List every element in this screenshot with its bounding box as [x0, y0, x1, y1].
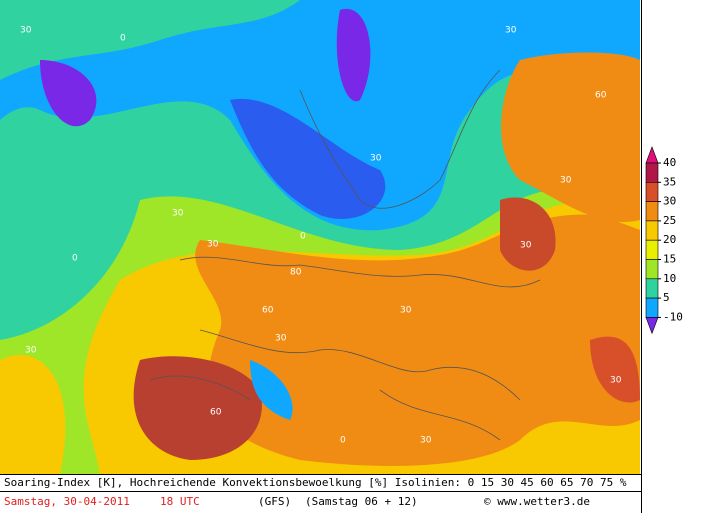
contour-label: 0 — [340, 436, 346, 446]
contour-label: 30 — [370, 154, 382, 164]
contour-label: 30 — [207, 240, 219, 250]
contour-label: 80 — [290, 268, 302, 278]
footer-credit: © www.wetter3.de — [484, 495, 590, 508]
contour-label: 0 — [72, 254, 78, 264]
colorbar-tick-label: 25 — [663, 214, 676, 227]
footer-model: (GFS) — [258, 495, 291, 508]
contour-label: 0 — [300, 232, 306, 242]
colorbar: 40 35 30 25 20 15 10 5 -10 — [645, 146, 683, 335]
contour-label: 30 — [20, 26, 32, 36]
contour-label: 30 — [400, 306, 412, 316]
contour-label: 60 — [210, 408, 222, 418]
contour-label: 30 — [275, 334, 287, 344]
contour-label: 30 — [610, 376, 622, 386]
colorbar-segment — [645, 162, 659, 183]
contour-label: 0 — [120, 34, 126, 44]
colorbar-tick-label: -10 — [663, 310, 683, 323]
footer-date: Samstag, 30-04-2011 — [4, 495, 130, 508]
map: 30 0 30 60 30 0 30 30 60 30 80 30 30 0 30 60 30 0 30 30 — [0, 0, 640, 474]
contour-label: 60 — [262, 306, 274, 316]
colorbar-segment — [645, 239, 659, 260]
colorbar-segment — [645, 182, 659, 202]
footer-run: (Samstag 06 + 12) — [305, 495, 418, 508]
contour-label: 60 — [595, 91, 607, 101]
colorbar-tick-label: 15 — [663, 253, 676, 266]
footer-description: Soaring-Index [K], Hochreichende Konvekt… — [4, 476, 627, 489]
colorbar-tick-label: 30 — [663, 195, 676, 208]
contour-label: 30 — [505, 26, 517, 36]
footer — [0, 474, 704, 513]
contour-label: 30 — [560, 176, 572, 186]
contour-label: 30 — [25, 346, 37, 356]
footer-time: 18 UTC — [160, 495, 200, 508]
contour-label: 30 — [172, 209, 184, 219]
colorbar-segment — [645, 220, 659, 241]
colorbar-tick-label: 20 — [663, 233, 676, 246]
colorbar-segment — [645, 297, 659, 318]
colorbar-tick-label: 35 — [663, 175, 676, 188]
colorbar-tick-label: 10 — [663, 272, 676, 285]
colorbar-cap — [645, 317, 659, 335]
colorbar-segment — [645, 278, 659, 299]
colorbar-tick-label: 5 — [663, 291, 670, 304]
colorbar-segment — [645, 259, 659, 280]
contour-label: 30 — [420, 436, 432, 446]
colorbar-segment — [645, 201, 659, 222]
contour-label: 30 — [520, 241, 532, 251]
colorbar-tick-label: 40 — [663, 156, 676, 169]
